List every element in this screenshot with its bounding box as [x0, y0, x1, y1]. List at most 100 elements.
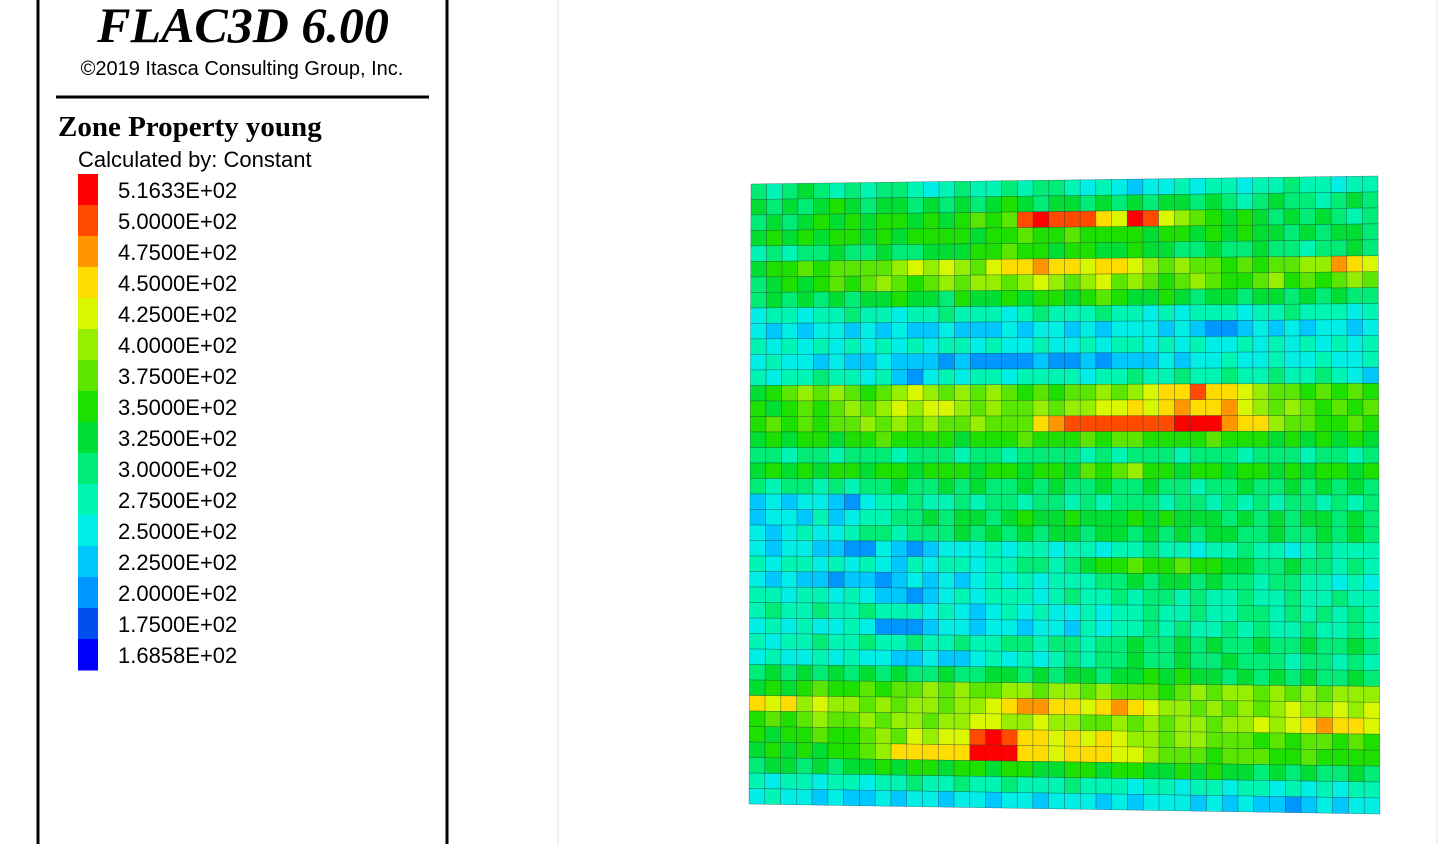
zone-cell: [1032, 588, 1050, 605]
zone-cell: [829, 198, 846, 215]
zone-cell: [828, 524, 845, 542]
zone-cell: [1315, 446, 1332, 464]
zone-cell: [1001, 509, 1018, 527]
zone-cell: [1284, 701, 1302, 718]
legend-swatch: [78, 515, 98, 547]
zone-cell: [859, 743, 876, 760]
zone-cell: [1237, 700, 1254, 718]
zone-cell: [780, 742, 797, 759]
zone-cell: [1111, 714, 1128, 732]
zone-cell: [1237, 399, 1254, 416]
zone-cell: [1095, 431, 1112, 448]
zone-cell: [1127, 557, 1144, 574]
zone-cell: [749, 648, 766, 665]
zone-cell: [781, 416, 798, 433]
zone-cell: [859, 462, 877, 479]
zone-cell: [985, 603, 1002, 621]
zone-cell: [1253, 557, 1270, 575]
legend-title: Zone Property young: [58, 111, 322, 143]
zone-cell: [1252, 399, 1270, 416]
zone-cell: [985, 290, 1002, 307]
zone-cell: [1253, 780, 1270, 797]
zone-cell: [1048, 431, 1065, 448]
zone-cell: [1017, 290, 1034, 307]
zone-cell: [796, 711, 813, 728]
zone-cell: [1331, 526, 1348, 543]
zone-cell: [1111, 588, 1128, 606]
zone-cell: [1347, 622, 1364, 639]
zone-cell: [843, 665, 860, 682]
zone-cell: [796, 524, 814, 541]
zone-cell: [1079, 399, 1097, 417]
zone-cell: [1347, 653, 1365, 671]
zone-cell: [938, 509, 955, 526]
zone-cell: [1189, 241, 1206, 258]
zone-cell: [1142, 178, 1159, 196]
zone-cell: [923, 181, 940, 198]
zone-cell: [796, 555, 813, 573]
zone-cell: [1142, 541, 1160, 559]
zone-cell: [859, 493, 877, 511]
zone-cell: [1221, 716, 1239, 733]
zone-cell: [1285, 780, 1302, 798]
zone-cell: [1363, 606, 1380, 623]
zone-cell: [1158, 273, 1175, 290]
zone-cell: [1032, 494, 1050, 511]
zone-cell: [985, 243, 1003, 260]
zone-cell: [843, 758, 860, 775]
zone-cell: [954, 196, 971, 213]
zone-cell: [891, 197, 908, 214]
zone-cell: [828, 353, 845, 370]
zone-cell: [765, 431, 782, 448]
zone-cell: [954, 290, 971, 307]
zone-cell: [1330, 223, 1348, 241]
zone-cell: [796, 649, 813, 666]
zone-cell: [891, 603, 908, 620]
zone-cell: [1111, 762, 1128, 779]
zone-cell: [827, 664, 845, 682]
zone-cell: [875, 462, 892, 479]
zone-cell: [1221, 431, 1238, 448]
zone-cell: [1095, 273, 1112, 291]
zone-cell: [813, 213, 830, 231]
zone-cell: [812, 478, 829, 495]
zone-cell: [1300, 717, 1317, 734]
zone-cell: [1064, 258, 1081, 275]
zone-cell: [1362, 399, 1380, 416]
zone-cell: [922, 509, 939, 526]
zone-cell: [780, 571, 798, 588]
zone-cell: [1299, 287, 1316, 305]
zone-cell: [1158, 288, 1175, 306]
zone-cell: [1080, 651, 1097, 669]
zone-cell: [1064, 620, 1081, 637]
zone-cell: [1332, 669, 1349, 687]
zone-cell: [1283, 176, 1300, 194]
zone-cell: [1048, 792, 1065, 810]
zone-cell: [1001, 541, 1018, 558]
zone-cell: [875, 758, 892, 776]
zone-cell: [1001, 447, 1018, 464]
zone-cell: [1127, 588, 1144, 606]
zone-cell: [1158, 336, 1175, 353]
zone-cell: [1095, 525, 1112, 543]
zone-cell: [750, 230, 767, 247]
zone-cell: [1252, 478, 1270, 496]
zone-cell: [812, 664, 829, 682]
zone-cell: [1111, 746, 1128, 763]
zone-cell: [1158, 668, 1176, 685]
zone-cell: [1205, 573, 1223, 591]
zone-cell: [907, 447, 924, 464]
zone-cell: [1111, 699, 1128, 716]
zone-cell: [781, 462, 798, 479]
zone-cell: [1268, 558, 1286, 575]
zone-cell: [781, 385, 798, 402]
zone-cell: [1064, 604, 1081, 621]
zone-cell: [827, 680, 845, 697]
zone-cell: [954, 368, 971, 386]
zone-cell: [780, 633, 798, 650]
zone-cell: [891, 431, 908, 448]
zone-cell: [1315, 431, 1332, 448]
zone-cell: [875, 244, 893, 261]
zone-cell: [796, 493, 814, 510]
zone-cell: [1363, 670, 1380, 687]
